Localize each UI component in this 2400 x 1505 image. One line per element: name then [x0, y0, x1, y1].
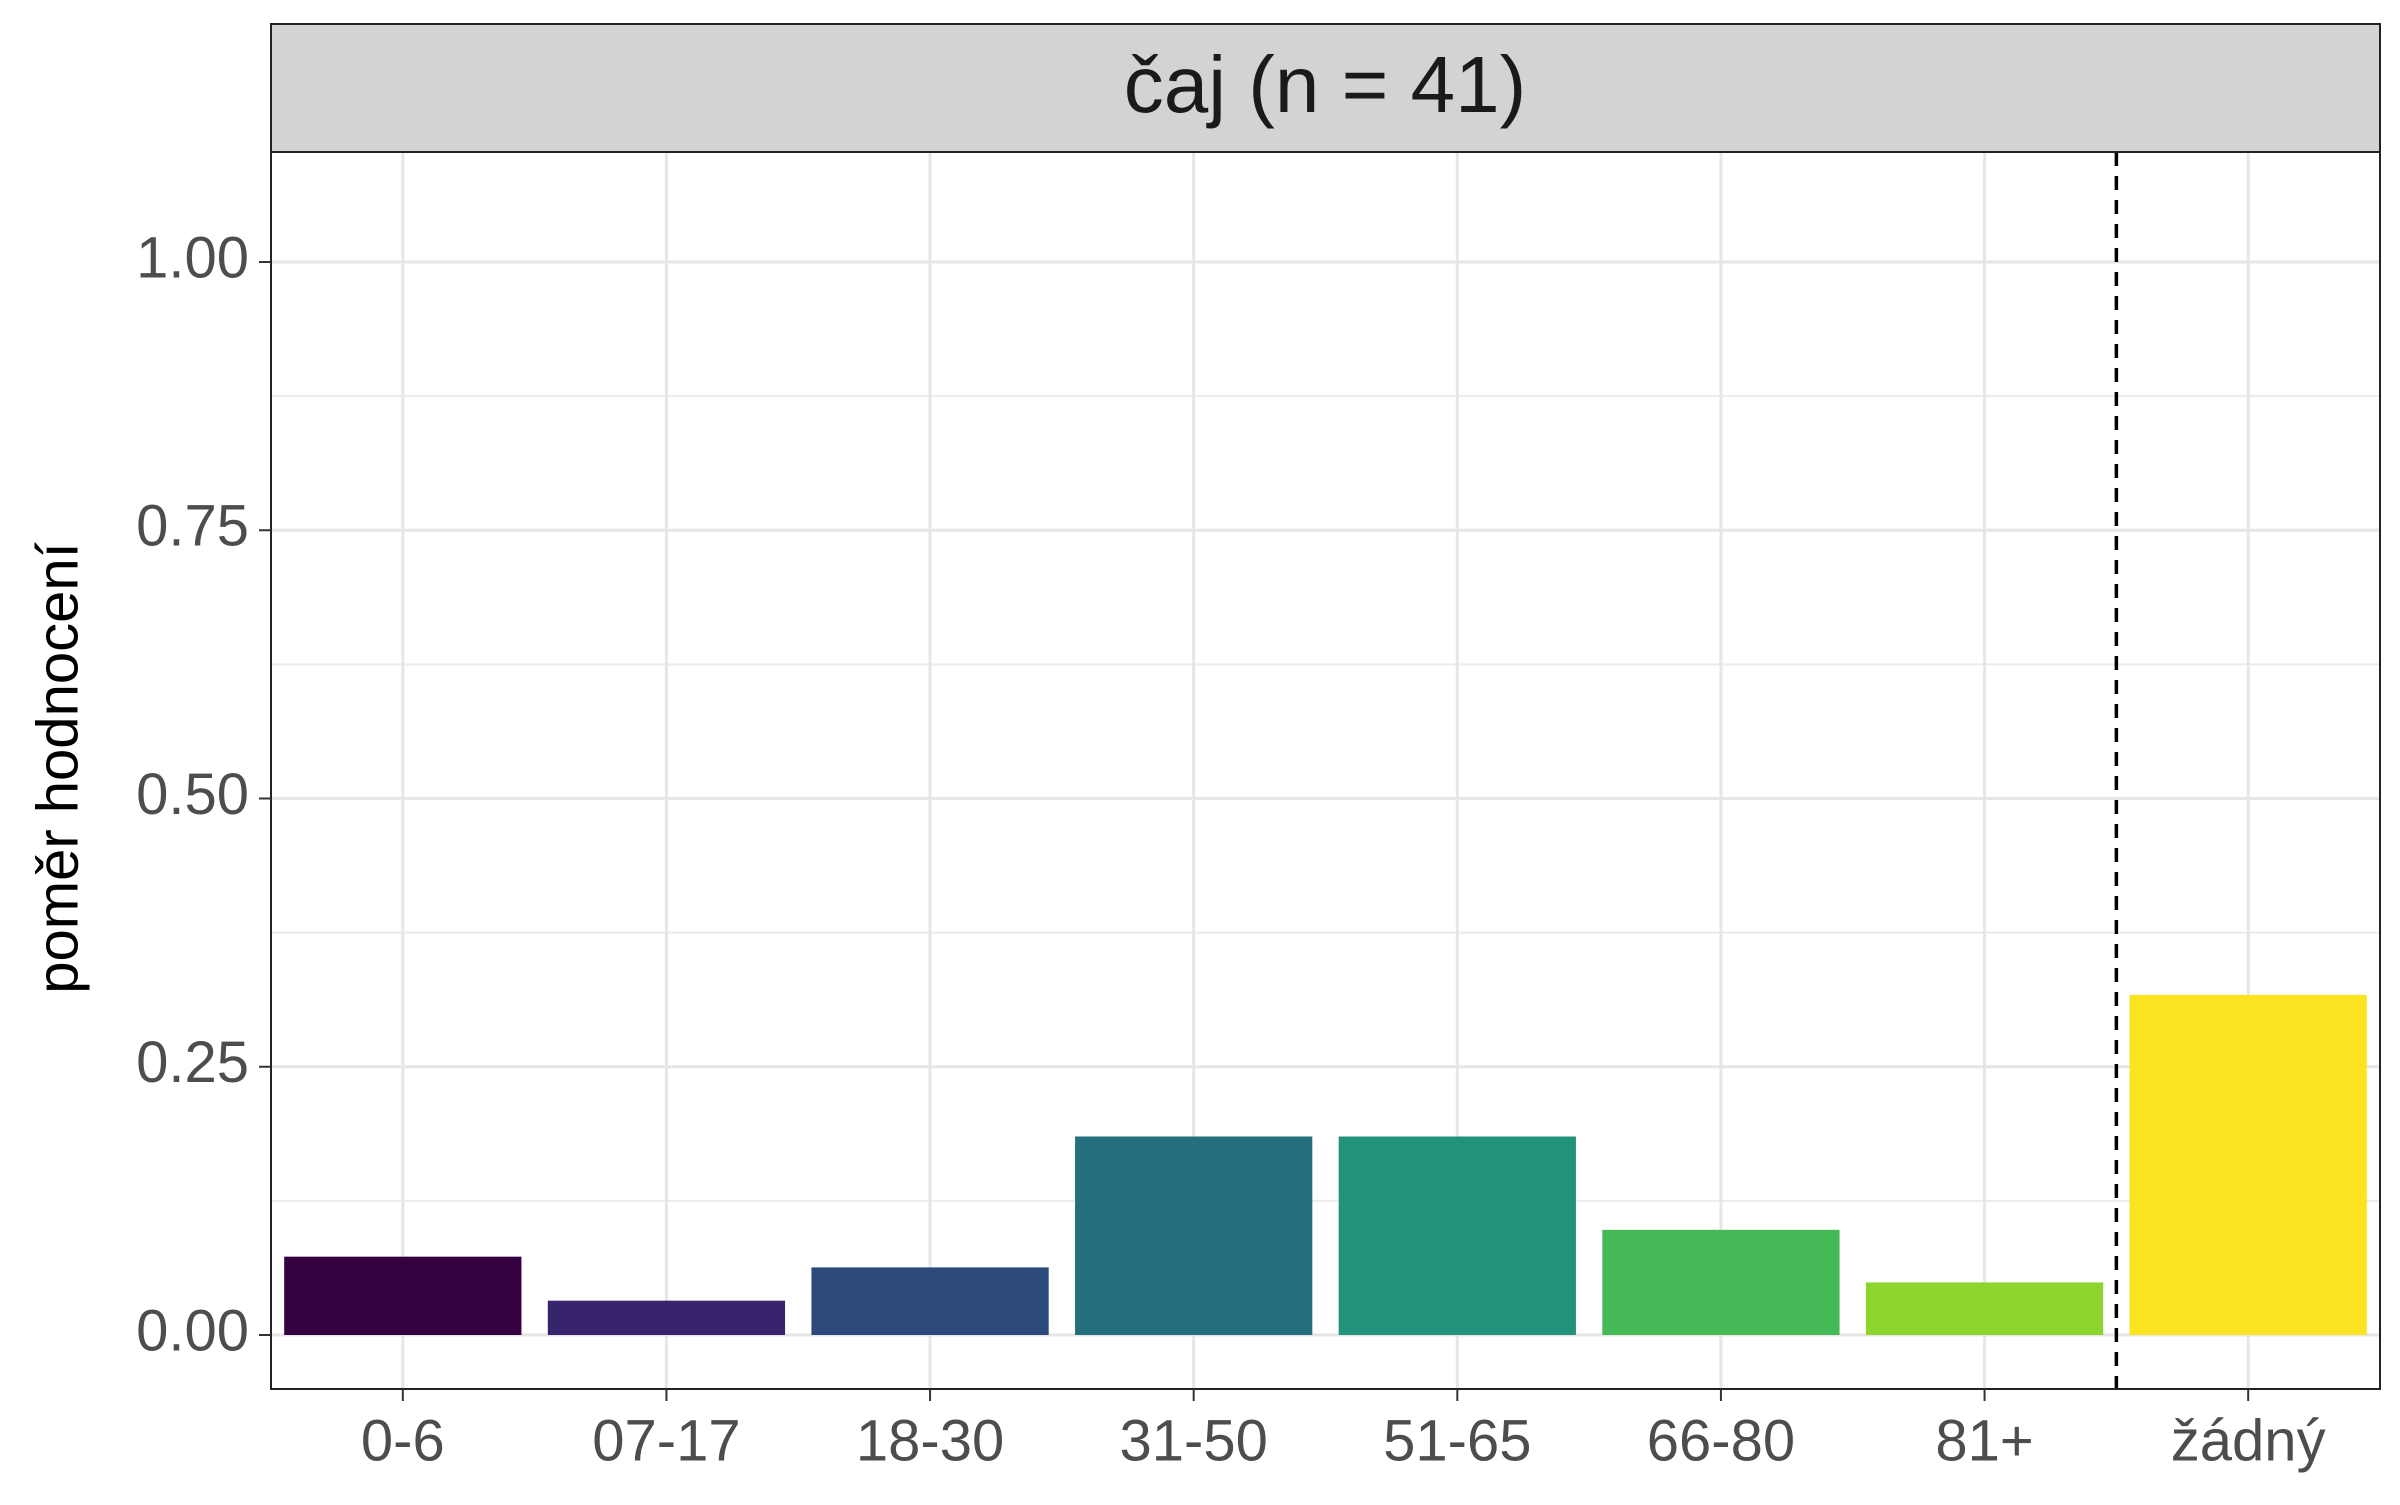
y-tick-label: 0.00 — [136, 1298, 249, 1363]
bar-0-6 — [284, 1256, 522, 1335]
grid-lines — [271, 152, 2380, 1389]
bar-žádný — [2129, 994, 2367, 1335]
y-axis-title: poměr hodnocení — [25, 542, 90, 993]
y-tick-label: 1.00 — [136, 225, 249, 290]
x-tick-label: 51-65 — [1383, 1408, 1531, 1473]
x-tick-label: 07-17 — [592, 1408, 740, 1473]
y-tick-label: 0.50 — [136, 762, 249, 827]
y-tick-label: 0.75 — [136, 494, 249, 559]
facet-strip: čaj (n = 41) — [270, 23, 2381, 153]
bar-18-30 — [811, 1267, 1049, 1335]
x-tick-label: 0-6 — [361, 1408, 445, 1473]
x-tick-label: 66-80 — [1647, 1408, 1795, 1473]
bar-81+ — [1865, 1282, 2104, 1335]
bar-66-80 — [1602, 1229, 1840, 1335]
x-axis: 0-6 07-17 18-30 31-50 51-65 66-80 81+ žádný — [361, 1389, 2326, 1473]
x-tick-label: 18-30 — [856, 1408, 1004, 1473]
bar-07-17 — [547, 1300, 786, 1335]
x-tick-label: žádný — [2171, 1408, 2326, 1473]
bar-51-65 — [1338, 1136, 1576, 1335]
x-tick-label: 81+ — [1935, 1408, 2033, 1473]
facet-strip-background — [270, 23, 2381, 153]
chart-title: čaj (n = 41) — [1124, 40, 1526, 129]
y-tick-label: 0.25 — [136, 1030, 249, 1095]
x-tick-label: 31-50 — [1120, 1408, 1268, 1473]
bars — [284, 994, 2367, 1335]
bar-31-50 — [1075, 1136, 1313, 1335]
y-axis: 0.00 0.25 0.50 0.75 1.00 — [136, 225, 271, 1363]
